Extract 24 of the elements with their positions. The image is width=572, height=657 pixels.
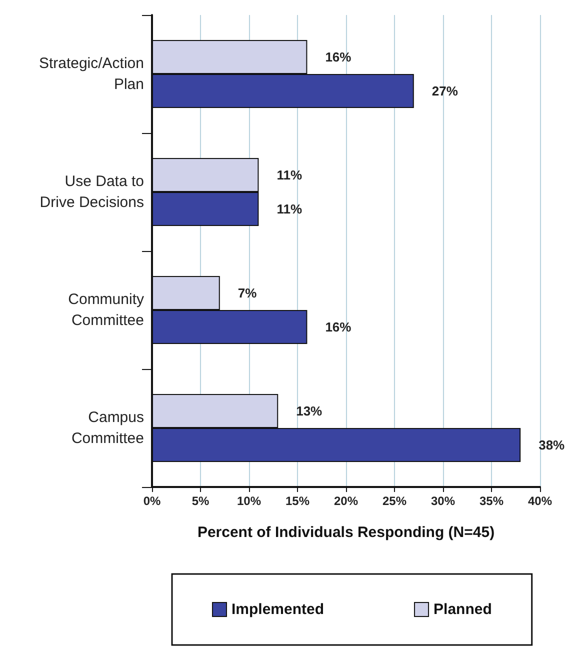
x-tick-label: 5% (192, 494, 210, 508)
x-tick-label: 20% (334, 494, 358, 508)
x-tick-label: 40% (528, 494, 552, 508)
legend-label: Implemented (232, 601, 324, 618)
data-label: 13% (296, 404, 323, 418)
x-tick-label: 35% (479, 494, 504, 508)
x-tick-label: 0% (143, 494, 161, 508)
data-label: 11% (276, 168, 302, 182)
x-tick-label: 10% (236, 494, 262, 508)
x-axis-title: Percent of Individuals Responding (N=45) (197, 524, 495, 541)
data-label: 16% (325, 320, 352, 334)
y-tick-label: Use Data to Drive Decisions (40, 173, 144, 211)
data-label: 38% (538, 438, 566, 452)
y-tick-label: Community Committee (68, 291, 144, 329)
x-tick-label: 15% (285, 494, 310, 508)
x-tick-label: 25% (382, 494, 407, 508)
data-label: 27% (432, 84, 458, 98)
data-label: 7% (238, 286, 258, 300)
x-tick-label: 30% (430, 494, 456, 508)
data-label: 11% (276, 202, 302, 216)
y-tick-label: Strategic/Action Plan (38, 55, 144, 93)
legend-label: Planned (434, 601, 492, 618)
y-tick-label: Campus Committee (71, 409, 144, 447)
data-label: 16% (325, 50, 352, 64)
